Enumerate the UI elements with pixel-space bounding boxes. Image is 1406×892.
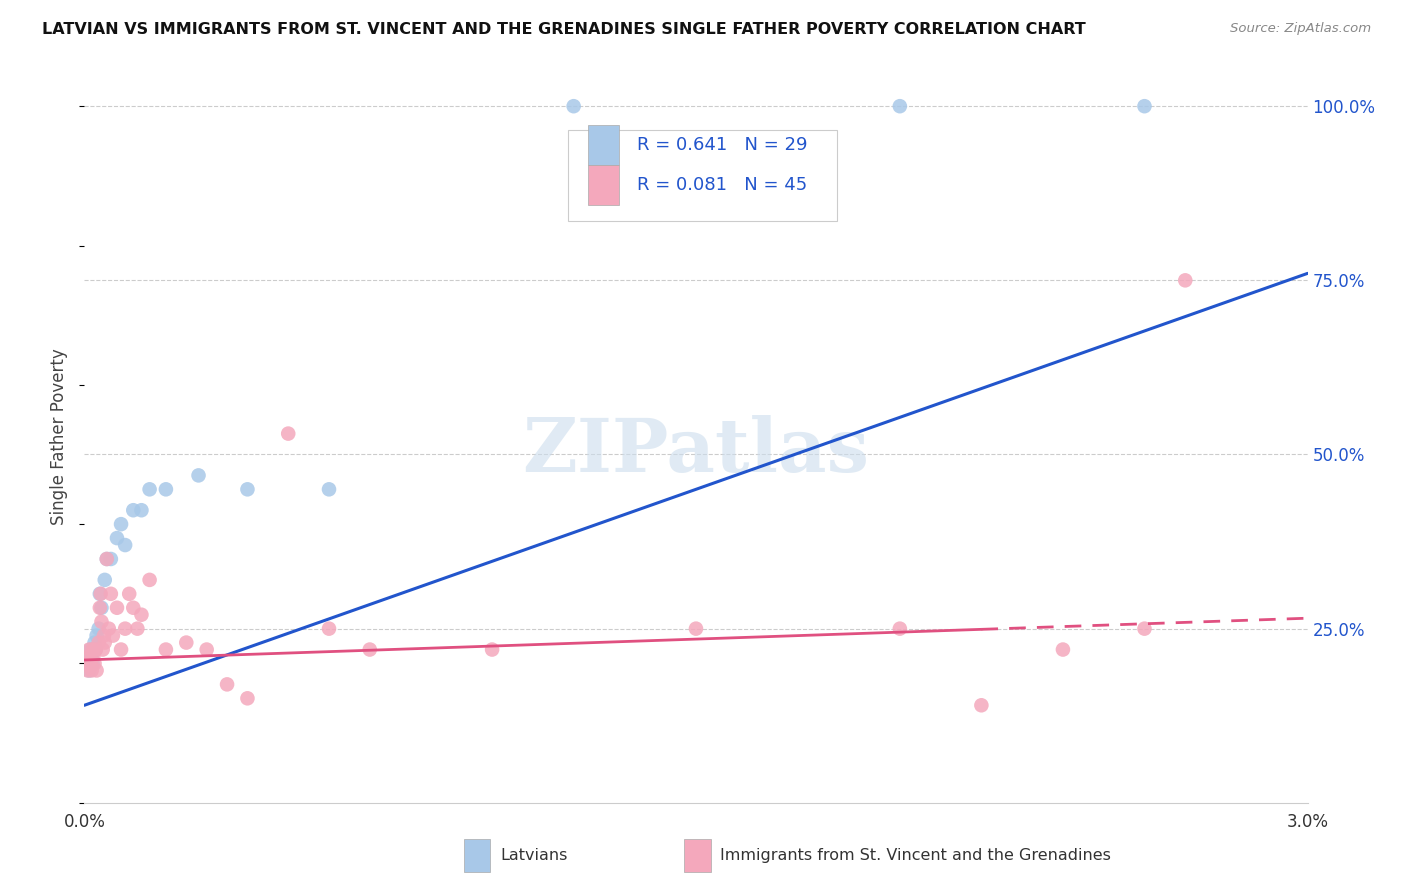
Point — [89, 587, 111, 601]
Text: R = 0.081   N = 45: R = 0.081 N = 45 — [637, 176, 807, 194]
FancyBboxPatch shape — [683, 839, 710, 872]
Point — [318, 483, 340, 497]
Point — [481, 642, 503, 657]
Point — [122, 503, 145, 517]
Text: R = 0.641   N = 29: R = 0.641 N = 29 — [637, 136, 808, 154]
Point — [82, 649, 104, 664]
Point — [100, 587, 122, 601]
Point — [87, 622, 110, 636]
Point — [77, 649, 100, 664]
Point — [236, 691, 259, 706]
Point — [562, 99, 585, 113]
Point — [87, 635, 110, 649]
Point — [176, 635, 198, 649]
Text: ZIPatlas: ZIPatlas — [523, 415, 869, 488]
Point — [90, 587, 112, 601]
Point — [1052, 642, 1074, 657]
Point — [889, 622, 911, 636]
Point — [77, 642, 100, 657]
Point — [127, 622, 149, 636]
Point — [77, 664, 100, 678]
Point — [83, 635, 105, 649]
Point — [1174, 273, 1197, 287]
Point — [75, 657, 97, 671]
Point — [93, 635, 117, 649]
Point — [82, 657, 104, 671]
Point — [97, 622, 120, 636]
Point — [90, 600, 112, 615]
Point — [359, 642, 381, 657]
Point — [101, 629, 124, 643]
Point — [195, 642, 218, 657]
Point — [277, 426, 299, 441]
Point — [105, 531, 128, 545]
Point — [1133, 622, 1156, 636]
Point — [96, 552, 118, 566]
Text: LATVIAN VS IMMIGRANTS FROM ST. VINCENT AND THE GRENADINES SINGLE FATHER POVERTY : LATVIAN VS IMMIGRANTS FROM ST. VINCENT A… — [42, 22, 1085, 37]
FancyBboxPatch shape — [588, 125, 619, 166]
Point — [93, 629, 115, 643]
Point — [131, 607, 153, 622]
Point — [1133, 99, 1156, 113]
Point — [131, 503, 153, 517]
Point — [89, 600, 111, 615]
Point — [970, 698, 993, 713]
Point — [138, 573, 160, 587]
Point — [93, 573, 117, 587]
Point — [318, 622, 340, 636]
Text: Latvians: Latvians — [501, 848, 568, 863]
Point — [118, 587, 141, 601]
Point — [100, 552, 122, 566]
Point — [187, 468, 209, 483]
Point — [83, 657, 105, 671]
Point — [114, 538, 136, 552]
Point — [217, 677, 239, 691]
Point — [76, 657, 98, 671]
Point — [80, 649, 103, 664]
Point — [84, 642, 107, 657]
Point — [86, 629, 108, 643]
Point — [86, 664, 108, 678]
Text: Source: ZipAtlas.com: Source: ZipAtlas.com — [1230, 22, 1371, 36]
Point — [90, 615, 112, 629]
FancyBboxPatch shape — [588, 165, 619, 205]
Point — [80, 664, 103, 678]
Point — [79, 642, 101, 657]
Point — [889, 99, 911, 113]
Point — [138, 483, 160, 497]
Point — [91, 642, 114, 657]
Point — [76, 664, 98, 678]
FancyBboxPatch shape — [568, 130, 837, 221]
Point — [114, 622, 136, 636]
Point — [236, 483, 259, 497]
Text: Immigrants from St. Vincent and the Grenadines: Immigrants from St. Vincent and the Gren… — [720, 848, 1111, 863]
Point — [110, 642, 132, 657]
FancyBboxPatch shape — [464, 839, 491, 872]
Point — [110, 517, 132, 532]
Point — [155, 642, 177, 657]
Point — [77, 649, 100, 664]
Point — [82, 642, 104, 657]
Y-axis label: Single Father Poverty: Single Father Poverty — [51, 349, 69, 525]
Point — [84, 642, 107, 657]
Point — [82, 642, 104, 657]
Point — [685, 622, 707, 636]
Point — [79, 657, 101, 671]
Point — [105, 600, 128, 615]
Point — [96, 552, 118, 566]
Point — [122, 600, 145, 615]
Point — [155, 483, 177, 497]
